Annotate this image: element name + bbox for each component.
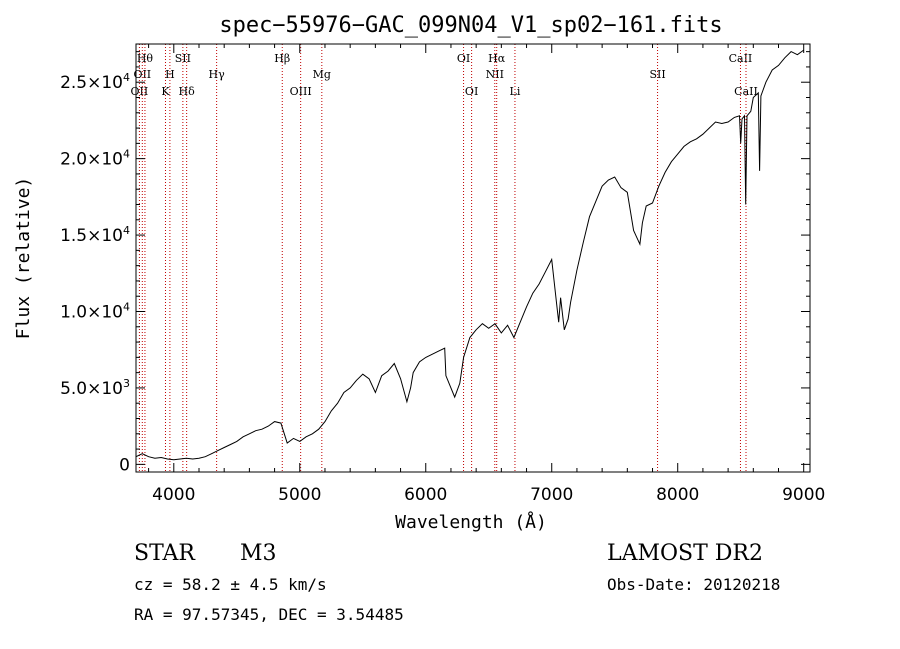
y-tick-label: 2.0×104 — [60, 148, 130, 170]
y-tick-label: 1.0×104 — [60, 301, 130, 323]
spectral-line-label: OI — [465, 85, 478, 98]
spectral-line-label: CaII — [734, 85, 758, 98]
x-tick-label: 9000 — [782, 485, 825, 505]
object-type: STAR — [134, 541, 195, 566]
y-axis-label: Flux (relative) — [13, 177, 34, 340]
spectral-line-label: CaII — [729, 52, 753, 65]
spectral-line-label: SII — [175, 52, 191, 65]
y-tick-label: 5.0×103 — [60, 377, 130, 399]
spectral-line-label: OII — [133, 68, 151, 81]
plot-frame — [135, 43, 811, 473]
y-axis: 0 5.0×103 1.0×104 1.5×104 2.0×104 2.5×104 — [60, 51, 810, 475]
x-axis: 4000 5000 6000 7000 8000 9000 — [148, 44, 825, 505]
spectral-line-label: Mg — [313, 68, 331, 81]
spectral-line-label: Hα — [488, 52, 506, 65]
survey-name: LAMOST DR2 — [607, 541, 763, 566]
spectral-line-label: Li — [510, 85, 521, 98]
y-tick-label: 2.5×104 — [60, 71, 130, 93]
x-tick-label: 7000 — [530, 485, 573, 505]
spectral-line-label: OI — [457, 52, 470, 65]
x-tick-label: 4000 — [152, 485, 195, 505]
spectral-line-label: OIII — [290, 85, 312, 98]
spectral-line-label: Hθ — [137, 52, 154, 65]
spectral-line-label: H — [165, 68, 175, 81]
y-tick-label: 0 — [119, 455, 130, 475]
spectral-line-label: OII — [131, 85, 149, 98]
ra-dec-coordinates: RA = 97.57345, DEC = 3.54485 — [134, 605, 404, 624]
spectrum-line — [135, 49, 804, 461]
x-tick-label: 5000 — [278, 485, 321, 505]
spectral-line-label: NII — [486, 68, 504, 81]
x-tick-label: 6000 — [404, 485, 447, 505]
y-tick-label: 1.5×104 — [60, 224, 130, 246]
spectral-line-label: K — [161, 85, 170, 98]
chart-title: spec−55976−GAC_099N04_V1_sp02−161.fits — [219, 13, 722, 38]
x-tick-label: 8000 — [656, 485, 699, 505]
spectral-line-markers: OIIOIIHθKHSIIHδHγHβOIIIMgOIOINIIHαLiSIIC… — [131, 44, 758, 472]
spectral-line-label: Hγ — [209, 68, 226, 81]
object-subclass: M3 — [240, 541, 277, 566]
spectral-line-label: Hβ — [274, 52, 290, 65]
observation-date: Obs-Date: 20120218 — [607, 575, 781, 594]
x-axis-label: Wavelength (Å) — [395, 511, 547, 533]
redshift-velocity: cz = 58.2 ± 4.5 km/s — [134, 575, 327, 594]
spectral-line-label: Hδ — [179, 85, 196, 98]
spectral-line-label: SII — [649, 68, 665, 81]
